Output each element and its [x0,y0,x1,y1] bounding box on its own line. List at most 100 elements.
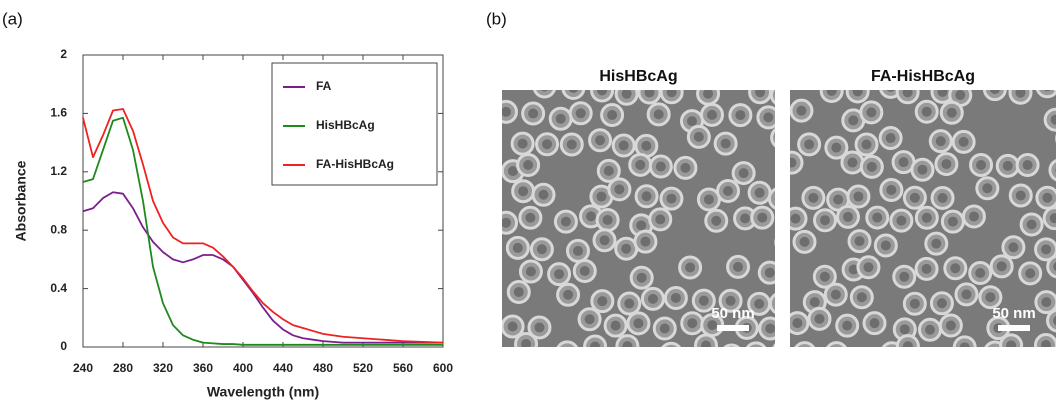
particle-core [633,318,644,329]
particle-core [796,105,807,116]
particle-core [776,298,786,308]
particle-core [896,215,907,226]
particle-core [666,90,677,98]
particle-core [586,211,597,222]
particle-core [799,236,810,247]
series-line [82,191,443,344]
particle-core [666,349,676,359]
particle-core [1008,242,1019,253]
particle-core [507,166,518,177]
particle-core [618,140,629,151]
particle-core [502,106,511,117]
particle-core [774,197,775,200]
particle-core [534,322,545,333]
particle-core [899,324,910,335]
particle-core [727,350,737,360]
particle-core [955,90,966,101]
particle-core [562,347,572,357]
particle [561,90,586,100]
particle-core [521,339,532,347]
particle-core [800,348,810,358]
particle-core [703,90,714,99]
particle [794,341,816,347]
particle [1045,308,1056,333]
particle-core [502,217,512,228]
particle-core [996,261,1007,272]
particle-core [740,213,751,224]
particle-core [579,265,590,276]
particle [745,341,767,347]
particle-core [909,298,920,309]
particle-core [607,110,618,121]
particle-core [842,320,853,331]
particle-core [976,159,987,170]
particle-core [1015,190,1026,201]
particle-core [560,216,571,227]
particle-core [863,262,874,273]
particle-core [518,186,529,197]
particle-core [833,194,844,205]
particle-core [847,157,858,168]
particle-core [703,194,714,205]
particle [952,335,977,347]
particle-core [861,139,872,150]
particle-core [1006,340,1017,347]
particle-core [711,215,722,226]
particle-core [869,318,880,329]
particle-core [886,90,895,92]
particle-core [809,297,820,308]
particle-core [880,240,891,251]
particle-core [921,263,932,274]
particle-core [848,264,859,275]
particle-core [572,245,583,256]
particle [1046,254,1056,279]
particle-core [854,236,865,247]
particle-core [614,184,625,195]
particle-core [790,213,801,224]
particle-core [961,289,972,300]
particle-core [804,139,815,150]
particle [768,293,775,314]
particle-core [647,293,658,304]
particle-core [1042,192,1053,203]
particle-core [751,348,761,358]
particle-core [819,271,830,282]
x-tick-label: 600 [433,361,453,375]
y-tick-label: 0.8 [50,222,67,236]
particle-core [885,133,896,144]
x-tick-label: 560 [393,361,413,375]
particle-core [698,295,709,306]
particle-core [945,320,956,331]
y-axis-label: Absorbance [13,160,29,241]
particle-core [590,341,601,347]
image-title: FA-HisHBcAg [871,68,975,85]
panel-label: (b) [486,9,507,28]
legend-label: HisHBcAg [316,118,375,132]
y-tick-label: 0.4 [50,281,67,295]
particle-core [898,157,909,168]
particle-core [575,108,586,119]
particle-core [624,298,635,309]
particle-core [852,90,863,97]
particle-core [603,165,614,176]
particle-core [621,243,632,254]
particle [772,343,775,347]
series-line [82,116,443,346]
particle-core [707,320,718,331]
particle [556,340,579,347]
particle-core [975,267,986,278]
particle-core [848,115,859,126]
legend-label: FA-HisHBcAg [316,157,394,171]
particle-core [959,342,970,347]
particle-core [866,161,877,172]
particle-core [831,142,842,153]
particle-core [831,348,841,358]
particle [769,90,775,105]
particle-core [899,271,910,282]
particle-core [853,191,864,202]
particle-core [937,192,948,203]
x-tick-label: 280 [113,361,133,375]
x-axis-label: Wavelength (nm) [207,384,319,400]
particle-core [517,138,528,149]
